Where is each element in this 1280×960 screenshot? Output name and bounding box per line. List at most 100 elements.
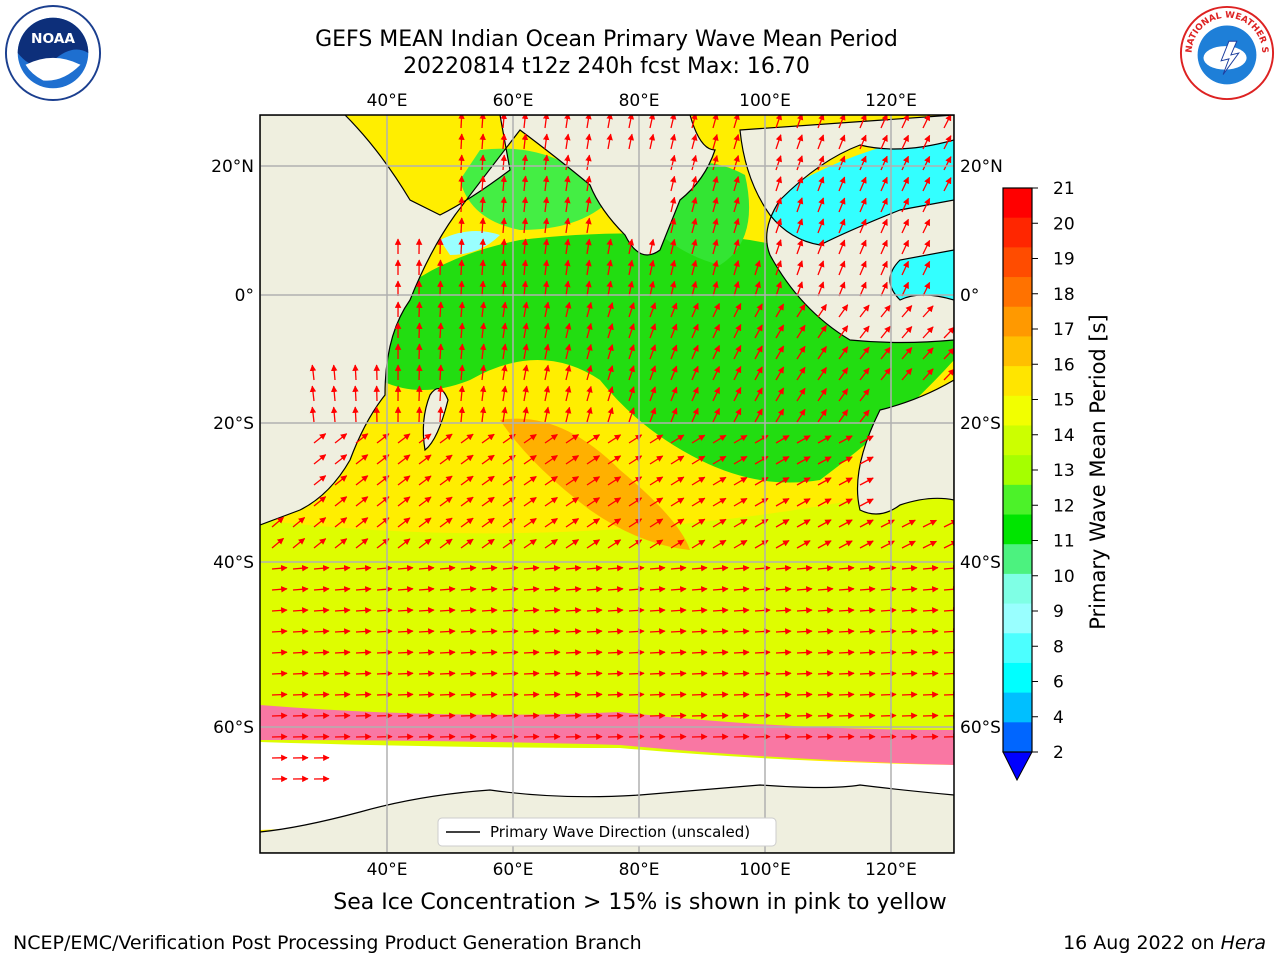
wave-direction-arrow <box>670 407 678 423</box>
left-axis-labels: 20°N 0° 20°S 40°S 60°S <box>211 157 254 738</box>
wave-direction-arrow <box>859 628 876 635</box>
wave-direction-arrow <box>521 217 529 234</box>
wave-direction-arrow <box>943 670 954 677</box>
wave-direction-arrow <box>649 386 657 402</box>
wave-direction-arrow <box>796 456 811 465</box>
wave-direction-arrow <box>522 301 529 318</box>
wave-direction-arrow <box>691 302 699 318</box>
wave-direction-arrow <box>397 649 414 656</box>
wave-direction-arrow <box>691 476 706 486</box>
wave-direction-arrow <box>754 281 761 297</box>
wave-direction-arrow <box>479 364 487 381</box>
wave-direction-arrow <box>754 628 771 635</box>
wave-direction-arrow <box>586 385 593 402</box>
wave-direction-arrow <box>796 366 806 381</box>
wave-direction-arrow <box>754 497 769 507</box>
wave-direction-arrow <box>292 712 309 719</box>
wave-direction-arrow <box>712 115 719 129</box>
wave-direction-arrow <box>943 607 954 614</box>
wave-direction-arrow <box>838 477 853 486</box>
wave-direction-arrow <box>670 712 687 719</box>
wave-direction-arrow <box>817 239 825 255</box>
wave-direction-arrow <box>607 476 622 486</box>
wave-direction-arrow <box>901 519 916 528</box>
wave-direction-arrow <box>796 564 813 572</box>
wave-direction-arrow <box>775 303 785 318</box>
wave-direction-arrow <box>313 538 327 549</box>
wave-direction-arrow <box>691 691 708 698</box>
wave-direction-arrow <box>397 586 414 593</box>
wave-direction-arrow <box>859 564 876 572</box>
wave-direction-arrow <box>376 691 393 698</box>
wave-direction-arrow <box>943 564 954 572</box>
wave-direction-arrow <box>922 712 939 719</box>
wave-direction-arrow <box>838 281 846 297</box>
wave-direction-arrow <box>460 475 474 486</box>
wave-direction-arrow <box>586 691 603 698</box>
wave-direction-arrow <box>564 196 571 213</box>
wave-direction-arrow <box>691 586 708 593</box>
wave-direction-arrow <box>376 649 393 656</box>
right-tick-label: 20°S <box>960 414 1001 434</box>
wave-direction-arrow <box>669 133 677 150</box>
wave-direction-arrow <box>733 434 748 444</box>
wave-direction-arrow <box>501 301 508 318</box>
wave-direction-arrow <box>313 433 327 444</box>
wave-direction-arrow <box>754 607 771 614</box>
wave-direction-arrow <box>542 154 550 171</box>
wave-direction-arrow <box>733 259 740 276</box>
wave-direction-arrow <box>796 115 804 129</box>
wave-direction-arrow <box>481 517 495 528</box>
wave-direction-arrow <box>309 364 317 381</box>
wave-direction-arrow <box>712 518 727 528</box>
wave-direction-arrow <box>460 538 474 549</box>
wave-direction-arrow <box>817 408 827 423</box>
wave-direction-arrow <box>607 712 624 719</box>
wave-direction-arrow <box>271 607 288 614</box>
wave-direction-arrow <box>901 305 913 318</box>
wave-direction-arrow <box>754 564 771 572</box>
wave-direction-arrow <box>691 649 708 656</box>
wave-direction-arrow <box>292 564 309 572</box>
legend: Primary Wave Direction (unscaled) <box>437 817 777 847</box>
wave-direction-arrow <box>880 325 891 339</box>
wave-direction-arrow <box>313 649 330 656</box>
wave-direction-arrow <box>565 586 582 593</box>
colorbar-tick-label: 12 <box>1053 496 1075 516</box>
wave-direction-arrow <box>859 649 876 656</box>
wave-direction-arrow <box>649 691 666 698</box>
wave-direction-arrow <box>481 433 495 444</box>
wave-direction-arrow <box>355 712 372 719</box>
wave-direction-arrow <box>943 156 952 171</box>
colorbar-segment <box>1003 306 1032 337</box>
wave-direction-arrow <box>733 518 748 528</box>
wave-direction-arrow <box>733 564 750 572</box>
colorbar-tick-label: 17 <box>1053 320 1075 340</box>
wave-direction-arrow <box>838 519 853 528</box>
wave-direction-arrow <box>796 176 804 192</box>
wave-direction-arrow <box>565 434 580 444</box>
wave-direction-arrow <box>502 691 519 698</box>
graticule <box>260 115 954 853</box>
wave-direction-arrow <box>586 455 601 465</box>
wave-direction-arrow <box>901 670 918 677</box>
wave-direction-arrow <box>607 386 614 402</box>
wave-direction-arrow <box>355 649 372 656</box>
wave-direction-arrow <box>418 607 435 614</box>
wave-direction-arrow <box>817 134 825 150</box>
wave-direction-arrow <box>418 454 432 465</box>
wave-direction-arrow <box>775 239 783 255</box>
wave-direction-arrow <box>416 406 423 423</box>
wave-direction-arrow <box>817 115 825 129</box>
wave-direction-arrow <box>859 155 867 171</box>
wave-direction-arrow <box>585 238 592 255</box>
wave-direction-arrow <box>586 343 593 360</box>
wave-direction-arrow <box>649 455 664 465</box>
colorbar-tick-label: 15 <box>1053 391 1075 411</box>
wave-direction-arrow <box>607 607 624 614</box>
wave-direction-arrow <box>439 564 456 572</box>
wave-direction-arrow <box>313 670 330 677</box>
wave-direction-arrow <box>712 365 720 381</box>
wave-direction-arrow <box>334 475 348 486</box>
wave-direction-arrow <box>733 280 740 297</box>
